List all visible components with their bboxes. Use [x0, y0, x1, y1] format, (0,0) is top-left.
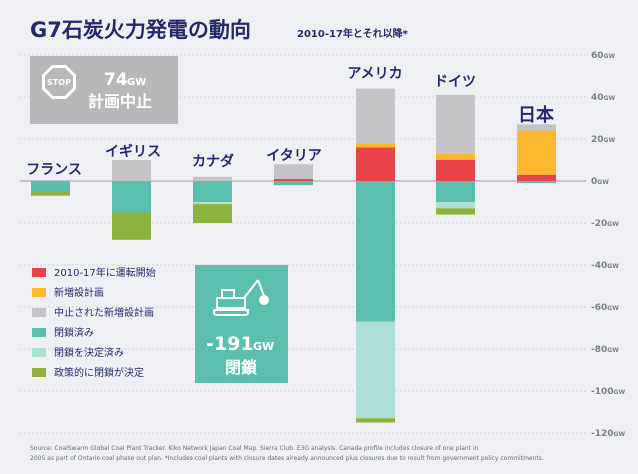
closed-total-value: -191 [206, 333, 254, 355]
country-label: フランス [26, 162, 82, 178]
bar-cancelled [356, 88, 395, 144]
stop-sign-icon: STOP [42, 65, 76, 99]
bar-closed [31, 181, 70, 192]
source-line-2: 2005 as part of Ontario coal phase out p… [30, 455, 544, 462]
y-tick-label: 20GW [591, 135, 615, 145]
bar-policy_closure [193, 204, 232, 223]
bar-closed [274, 181, 313, 186]
closed-badge-box [195, 265, 288, 383]
bars [31, 88, 556, 423]
y-tick-label: -100GW [591, 387, 625, 397]
chart-title: G7石炭火力発電の動向 [30, 18, 251, 42]
closed-label: 閉鎖 [225, 358, 258, 377]
legend-swatch-closure_decided [32, 348, 46, 357]
country-label: カナダ [192, 153, 234, 170]
legend-label: 閉鎖を決定済み [54, 346, 124, 359]
country-label: アメリカ [347, 66, 402, 82]
bar-cancelled [274, 164, 313, 179]
y-axis-ticks: 60GW 40GW 20GW 0GW -20GW -40GW -60GW -80GW -100G… [591, 51, 625, 439]
bar-closure_decided [193, 202, 232, 205]
bar-closed [193, 181, 232, 202]
legend-label: 中止された新増設計画 [54, 306, 154, 319]
excavator-icon [213, 279, 269, 316]
legend-label: 閉鎖済み [54, 326, 94, 339]
source-line-1: Source: CoalSwarm Global Coal Plant Trac… [30, 445, 479, 452]
legend-swatch-new_planned [32, 288, 46, 297]
y-tick-label: -60GW [591, 303, 619, 313]
country-label: イタリア [266, 148, 321, 164]
bar-closed [436, 181, 475, 202]
country-label: 日本 [518, 104, 554, 126]
legend-label: 政策的に閉鎖が決定 [54, 366, 144, 379]
y-tick-label: -20GW [591, 219, 619, 229]
legend-swatch-policy_closure [32, 368, 46, 377]
bar-new_2010_17 [436, 160, 475, 181]
cancelled-badge: STOP 74 GW 計画中止 [30, 56, 178, 124]
y-tick-label: 40GW [591, 93, 615, 103]
bar-new_planned [517, 130, 556, 175]
cancelled-total-unit: GW [127, 77, 146, 88]
bar-policy_closure [31, 191, 70, 196]
cancelled-total-value: 74 [104, 70, 128, 90]
bar-policy_closure [436, 208, 475, 215]
bar-policy_closure [356, 418, 395, 423]
bar-closed [112, 181, 151, 213]
bar-new_2010_17 [517, 174, 556, 181]
bar-cancelled [112, 160, 151, 181]
chart-subtitle: 2010-17年とそれ以降* [297, 27, 409, 40]
legend-swatch-new_2010_17 [32, 268, 46, 277]
bar-new_planned [436, 153, 475, 160]
bar-policy_closure [112, 212, 151, 240]
bar-new_2010_17 [356, 147, 395, 181]
bar-cancelled [517, 124, 556, 131]
y-tick-label: -80GW [591, 345, 619, 355]
legend-swatch-closed [32, 328, 46, 337]
bar-closed [356, 181, 395, 322]
closed-total-unit: GW [253, 340, 274, 353]
bar-closed [517, 181, 556, 184]
legend: 2010-17年に運転開始新増設計画中止された新増設計画閉鎖済み閉鎖を決定済み政… [32, 266, 156, 379]
country-label: ドイツ [434, 74, 476, 90]
legend-label: 新増設計画 [54, 286, 104, 299]
bar-cancelled [436, 94, 475, 154]
bar-new_planned [356, 143, 395, 148]
y-tick-label: -120GW [591, 429, 625, 439]
cancelled-label: 計画中止 [88, 92, 152, 111]
country-label: イギリス [105, 143, 161, 160]
legend-swatch-cancelled [32, 308, 46, 317]
country-labels: フランス イギリスカナダ イタリア アメリカドイツ日本 [26, 66, 554, 178]
bar-closure_decided [356, 321, 395, 419]
bar-cancelled [193, 176, 232, 181]
legend-label: 2010-17年に運転開始 [54, 266, 156, 279]
stop-sign-text: STOP [47, 78, 71, 87]
bar-new_2010_17 [274, 178, 313, 181]
closed-badge: -191 GW 閉鎖 [195, 265, 288, 383]
y-tick-label: -40GW [591, 261, 619, 271]
y-tick-label: 60GW [591, 51, 615, 61]
bar-closure_decided [436, 202, 475, 209]
y-tick-label: 0GW [591, 177, 609, 187]
